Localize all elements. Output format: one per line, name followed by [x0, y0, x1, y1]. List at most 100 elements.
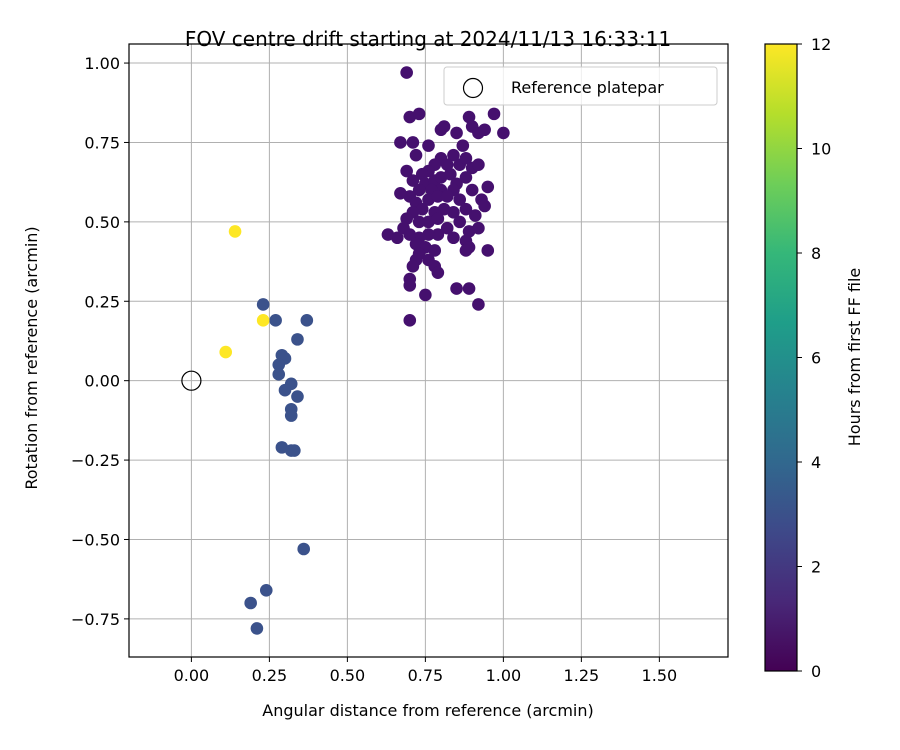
data-point — [406, 260, 420, 273]
data-point — [400, 66, 413, 79]
data-point — [456, 139, 470, 152]
data-point — [288, 444, 301, 457]
data-point — [409, 148, 423, 162]
x-tick-label: 0.00 — [174, 666, 210, 685]
data-point — [478, 123, 491, 137]
data-point — [444, 167, 457, 181]
legend-box — [443, 66, 718, 106]
colorbar-ticks: 0 2 4 6 8 10 12 — [797, 35, 831, 681]
y-tick-label: 0.00 — [84, 372, 120, 391]
data-point — [462, 282, 476, 295]
y-tick-label: −0.50 — [71, 530, 120, 549]
data-point — [468, 209, 482, 222]
data-point — [403, 314, 417, 327]
colorbar-tick-label: 6 — [811, 349, 821, 368]
y-tick-label: 0.75 — [84, 133, 120, 152]
plot-frame — [128, 43, 729, 658]
x-tick-label: 1.00 — [486, 666, 522, 685]
data-point — [415, 167, 429, 181]
data-point — [406, 136, 420, 149]
y-axis-label: Rotation from reference (arcmin) — [22, 226, 41, 489]
data-point — [440, 190, 454, 203]
data-point — [419, 288, 432, 302]
colorbar-gradient — [764, 43, 798, 672]
data-point — [269, 314, 282, 327]
data-point — [256, 314, 270, 327]
data-point — [472, 298, 485, 311]
x-tick-label: 0.75 — [408, 666, 444, 685]
data-point — [459, 202, 473, 216]
data-point — [459, 152, 473, 165]
data-point — [447, 148, 460, 162]
reference-platepar-marker — [181, 370, 202, 391]
data-point — [250, 622, 264, 635]
scatter-points — [219, 66, 510, 635]
y-tick-label: 0.50 — [84, 213, 120, 232]
data-point — [256, 298, 270, 311]
data-point — [431, 228, 445, 241]
data-point — [453, 215, 466, 229]
data-point — [278, 383, 292, 397]
legend-reference-marker — [462, 77, 484, 99]
data-point — [472, 221, 485, 235]
data-point — [219, 345, 233, 359]
x-tick-label: 1.25 — [564, 666, 600, 685]
legend: Reference platepar — [443, 66, 718, 106]
data-point — [422, 139, 435, 152]
colorbar-tick-label: 8 — [811, 244, 821, 263]
data-point — [428, 244, 442, 257]
data-point — [297, 542, 311, 556]
data-point — [400, 164, 413, 178]
data-point — [244, 596, 257, 610]
data-point — [412, 183, 426, 197]
legend-entry-reference: Reference platepar — [511, 78, 664, 97]
data-point — [394, 136, 407, 149]
data-point — [440, 221, 454, 235]
data-point — [412, 215, 426, 229]
y-tick-label: −0.25 — [71, 451, 120, 470]
y-tick-label: −0.75 — [71, 610, 120, 629]
data-point — [453, 193, 466, 206]
x-axis-ticks: 0.00 0.25 0.50 0.75 1.00 1.25 1.50 — [174, 657, 677, 685]
x-tick-label: 0.50 — [330, 666, 366, 685]
colorbar-label: Hours from first FF file — [845, 268, 864, 447]
x-axis-label: Angular distance from reference (arcmin) — [262, 701, 593, 720]
data-point — [403, 279, 417, 292]
data-point — [437, 120, 451, 133]
x-tick-label: 0.25 — [252, 666, 288, 685]
data-point — [459, 244, 473, 257]
reference-marker-group — [181, 370, 202, 391]
data-point — [431, 266, 445, 279]
data-point — [447, 231, 460, 245]
data-point — [284, 409, 298, 422]
data-point — [228, 225, 242, 238]
data-point — [440, 158, 454, 171]
data-point — [478, 199, 491, 213]
y-tick-label: 0.25 — [84, 292, 120, 311]
data-point — [431, 212, 445, 225]
colorbar-tick-label: 2 — [811, 558, 821, 577]
data-point — [272, 368, 286, 381]
colorbar-tick-label: 10 — [811, 140, 831, 159]
data-point — [412, 107, 426, 121]
data-point — [459, 171, 473, 184]
data-point — [272, 358, 286, 372]
data-point — [481, 244, 495, 257]
data-point — [300, 314, 314, 327]
data-point — [431, 190, 445, 203]
chart-title: FOV centre drift starting at 2024/11/13 … — [185, 27, 671, 51]
data-point — [381, 228, 395, 241]
data-point — [291, 390, 304, 403]
data-point — [462, 110, 476, 124]
data-point — [465, 183, 479, 197]
colorbar-tick-label: 0 — [811, 662, 821, 681]
data-point — [291, 333, 304, 346]
data-point — [481, 180, 495, 194]
data-point — [472, 158, 485, 171]
data-point — [450, 126, 463, 140]
colorbar-tick-label: 4 — [811, 453, 821, 472]
colorbar-tick-label: 12 — [811, 35, 831, 54]
y-tick-label: 1.00 — [84, 54, 120, 73]
y-axis-ticks: −0.75 −0.50 −0.25 0.00 0.25 0.50 0.75 1.00 — [71, 54, 129, 629]
